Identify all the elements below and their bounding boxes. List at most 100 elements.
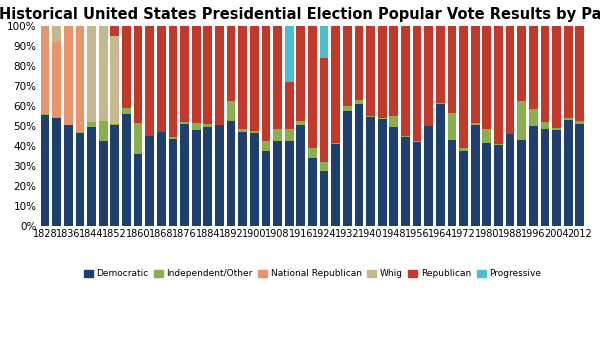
Bar — [552, 129, 561, 226]
Bar — [389, 127, 398, 226]
Bar — [64, 125, 73, 226]
Bar — [448, 141, 456, 226]
Bar — [180, 26, 189, 122]
Bar — [110, 125, 119, 226]
Bar — [494, 145, 503, 226]
Bar — [227, 26, 235, 101]
Bar — [203, 26, 212, 124]
Bar — [296, 121, 305, 125]
Bar — [331, 143, 340, 144]
Bar — [506, 26, 514, 133]
Bar — [250, 131, 259, 133]
Bar — [482, 129, 491, 143]
Bar — [41, 115, 49, 226]
Bar — [355, 103, 363, 226]
Bar — [122, 114, 131, 226]
Bar — [308, 148, 317, 158]
Bar — [575, 26, 584, 121]
Bar — [355, 26, 363, 100]
Bar — [227, 121, 235, 226]
Bar — [169, 26, 177, 137]
Bar — [552, 26, 561, 127]
Bar — [564, 26, 572, 118]
Bar — [471, 125, 479, 226]
Bar — [169, 137, 177, 139]
Bar — [389, 116, 398, 127]
Bar — [273, 141, 282, 226]
Bar — [436, 103, 445, 104]
Bar — [110, 26, 119, 36]
Bar — [506, 133, 514, 134]
Bar — [378, 119, 386, 226]
Bar — [564, 120, 572, 226]
Bar — [180, 124, 189, 226]
Bar — [506, 134, 514, 226]
Bar — [343, 111, 352, 226]
Bar — [180, 122, 189, 124]
Bar — [401, 26, 410, 136]
Bar — [320, 58, 328, 162]
Bar — [203, 127, 212, 226]
Bar — [192, 129, 200, 226]
Bar — [517, 101, 526, 140]
Bar — [389, 26, 398, 116]
Bar — [134, 123, 142, 154]
Bar — [448, 26, 456, 113]
Bar — [529, 126, 538, 226]
Bar — [64, 26, 73, 125]
Bar — [262, 26, 270, 141]
Bar — [238, 131, 247, 226]
Bar — [215, 26, 224, 125]
Bar — [494, 144, 503, 145]
Bar — [424, 126, 433, 226]
Bar — [366, 117, 375, 226]
Bar — [575, 121, 584, 124]
Bar — [110, 36, 119, 124]
Bar — [76, 26, 84, 132]
Bar — [192, 26, 200, 123]
Bar — [273, 26, 282, 129]
Bar — [285, 141, 293, 226]
Bar — [564, 118, 572, 120]
Bar — [413, 26, 421, 141]
Bar — [99, 141, 107, 226]
Bar — [320, 162, 328, 171]
Bar — [541, 122, 549, 129]
Title: Historical United States Presidential Election Popular Vote Results by Party: Historical United States Presidential El… — [0, 7, 600, 22]
Bar — [378, 26, 386, 118]
Bar — [517, 140, 526, 226]
Bar — [320, 171, 328, 226]
Bar — [227, 101, 235, 121]
Bar — [436, 104, 445, 226]
Bar — [285, 82, 293, 129]
Bar — [355, 100, 363, 103]
Bar — [471, 26, 479, 123]
Bar — [308, 26, 317, 148]
Bar — [296, 125, 305, 226]
Bar — [482, 26, 491, 129]
Bar — [250, 133, 259, 226]
Bar — [320, 26, 328, 58]
Bar — [262, 151, 270, 226]
Bar — [52, 117, 61, 118]
Bar — [52, 26, 61, 42]
Bar — [250, 26, 259, 131]
Bar — [41, 26, 49, 114]
Bar — [401, 136, 410, 137]
Bar — [296, 26, 305, 121]
Bar — [41, 114, 49, 115]
Bar — [134, 26, 142, 123]
Bar — [471, 123, 479, 125]
Bar — [401, 137, 410, 226]
Bar — [52, 118, 61, 226]
Legend: Democratic, Independent/Other, National Republican, Whig, Republican, Progressiv: Democratic, Independent/Other, National … — [80, 266, 545, 282]
Bar — [215, 125, 224, 226]
Bar — [122, 108, 131, 114]
Bar — [285, 26, 293, 82]
Bar — [331, 144, 340, 226]
Bar — [238, 26, 247, 129]
Bar — [87, 26, 96, 122]
Bar — [482, 143, 491, 226]
Bar — [529, 109, 538, 126]
Bar — [134, 154, 142, 226]
